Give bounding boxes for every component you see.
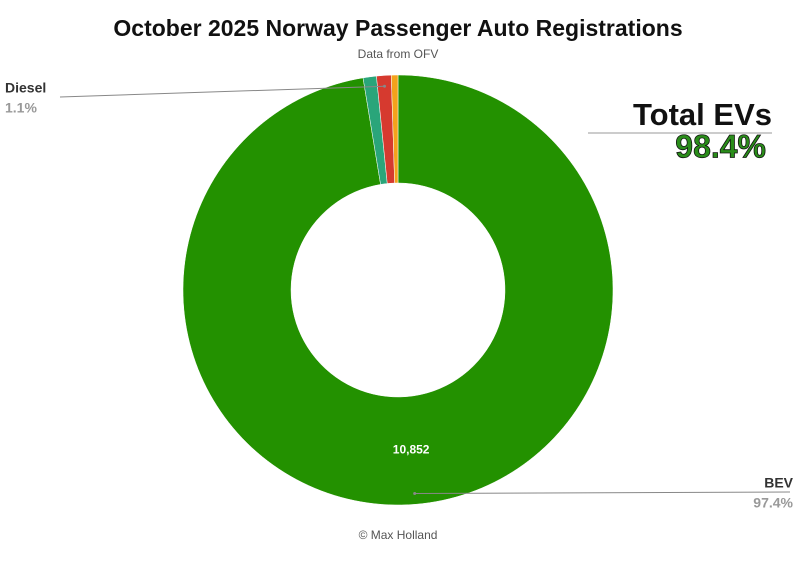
leader-dot bbox=[413, 492, 417, 496]
slice-value-label: 1.1% bbox=[5, 100, 37, 116]
credit: © Max Holland bbox=[359, 528, 438, 542]
leader-dot bbox=[383, 84, 387, 88]
chart-title: October 2025 Norway Passenger Auto Regis… bbox=[113, 15, 682, 41]
annotation-value: 98.4% bbox=[675, 128, 766, 164]
slice-value-label: 97.4% bbox=[753, 495, 793, 511]
chart-subtitle: Data from OFV bbox=[358, 47, 439, 61]
slice-label: BEV bbox=[764, 475, 793, 491]
slice bbox=[182, 74, 614, 506]
slice-count-label: 10,852 bbox=[393, 443, 430, 457]
slice-label: Diesel bbox=[5, 80, 46, 96]
slice bbox=[390, 74, 399, 184]
leader-line bbox=[414, 491, 791, 495]
leader-line bbox=[59, 85, 385, 98]
annotation-title: Total EVs bbox=[633, 97, 772, 132]
